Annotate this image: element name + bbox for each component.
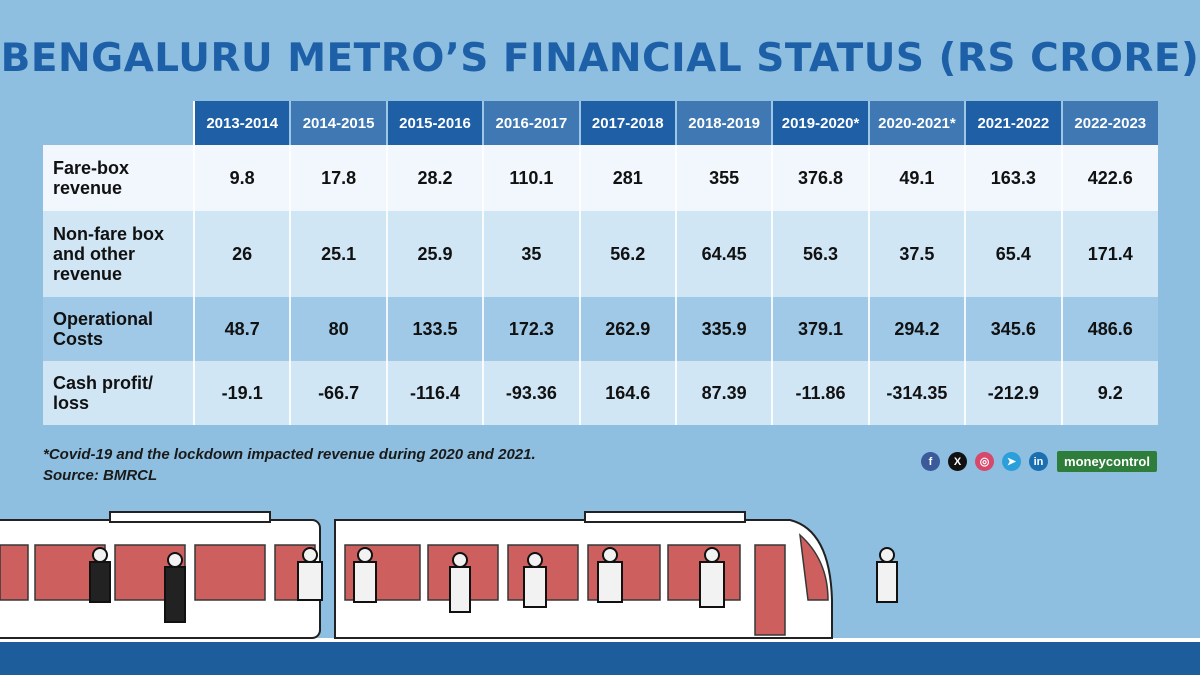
table-row: Cash profit/loss -19.1 -66.7 -116.4 -93.… xyxy=(43,361,1158,425)
row-label: Operational Costs xyxy=(43,297,195,361)
col-header: 2020-2021* xyxy=(868,101,967,145)
col-header: 2019-2020* xyxy=(772,101,870,145)
value-cell: 80 xyxy=(290,297,388,361)
value-cell: 87.39 xyxy=(675,361,774,425)
value-cell: 133.5 xyxy=(386,297,485,361)
row-label: Cash profit/loss xyxy=(43,361,195,425)
row-label-line: Fare-box xyxy=(53,158,130,178)
value-cell: 25.9 xyxy=(386,211,485,297)
value-cell: 56.3 xyxy=(772,211,870,297)
value-cell: 376.8 xyxy=(772,145,870,211)
value-cell: 64.45 xyxy=(675,211,774,297)
col-header: 2013-2014 xyxy=(194,101,292,145)
value-cell: 26 xyxy=(194,211,292,297)
financial-table: 2013-2014 2014-2015 2015-2016 2016-2017 … xyxy=(43,101,1158,425)
table-row: Operational Costs 48.7 80 133.5 172.3 262… xyxy=(43,297,1158,361)
telegram-icon[interactable]: ➤ xyxy=(1002,452,1021,471)
row-label-line: loss xyxy=(53,393,90,413)
value-cell: 56.2 xyxy=(579,211,677,297)
table-row: Fare-box revenue 9.8 17.8 28.2 110.1 281 … xyxy=(43,145,1158,211)
value-cell: 163.3 xyxy=(965,145,1063,211)
row-label-line: and other xyxy=(53,244,136,264)
value-cell: 164.6 xyxy=(579,361,677,425)
row-label-line: revenue xyxy=(53,264,123,284)
source-note: Source: BMRCL xyxy=(43,467,158,484)
row-label-line: Operational xyxy=(53,309,154,329)
value-cell: 17.8 xyxy=(290,145,388,211)
linkedin-icon[interactable]: in xyxy=(1029,452,1048,471)
row-label-line: Costs xyxy=(53,329,104,349)
value-cell: -314.35 xyxy=(868,361,967,425)
social-links: f X ◎ ➤ in xyxy=(921,452,1048,471)
col-header: 2017-2018 xyxy=(579,101,677,145)
value-cell: 355 xyxy=(675,145,774,211)
x-icon[interactable]: X xyxy=(948,452,967,471)
value-cell: 335.9 xyxy=(675,297,774,361)
col-header: 2015-2016 xyxy=(386,101,485,145)
value-cell: -116.4 xyxy=(386,361,485,425)
col-header: 2016-2017 xyxy=(483,101,581,145)
col-header: 2014-2015 xyxy=(290,101,388,145)
value-cell: 28.2 xyxy=(386,145,485,211)
value-cell: 486.6 xyxy=(1061,297,1158,361)
value-cell: -19.1 xyxy=(194,361,292,425)
value-cell: -66.7 xyxy=(290,361,388,425)
value-cell: 37.5 xyxy=(868,211,967,297)
value-cell: 110.1 xyxy=(483,145,581,211)
value-cell: 9.2 xyxy=(1061,361,1158,425)
value-cell: 422.6 xyxy=(1061,145,1158,211)
value-cell: 379.1 xyxy=(772,297,870,361)
row-label: Fare-box revenue xyxy=(43,145,195,211)
col-header: 2018-2019 xyxy=(675,101,774,145)
metro-scene-illustration xyxy=(0,511,1200,675)
value-cell: 35 xyxy=(483,211,581,297)
value-cell: -93.36 xyxy=(483,361,581,425)
col-header: 2021-2022 xyxy=(965,101,1063,145)
col-header: 2022-2023 xyxy=(1061,101,1158,145)
page-title: BENGALURU METRO’S FINANCIAL STATUS (RS C… xyxy=(0,36,1200,81)
value-cell: 9.8 xyxy=(194,145,292,211)
value-cell: -11.86 xyxy=(772,361,870,425)
footnote: *Covid-19 and the lockdown impacted reve… xyxy=(43,446,536,463)
value-cell: -212.9 xyxy=(965,361,1063,425)
row-label-line: revenue xyxy=(53,178,123,198)
value-cell: 294.2 xyxy=(868,297,967,361)
value-cell: 262.9 xyxy=(579,297,677,361)
value-cell: 281 xyxy=(579,145,677,211)
facebook-icon[interactable]: f xyxy=(921,452,940,471)
value-cell: 48.7 xyxy=(194,297,292,361)
table-row: Non-fare box and other revenue 26 25.1 25.… xyxy=(43,211,1158,297)
corner-cell xyxy=(43,101,195,145)
row-label: Non-fare box and other revenue xyxy=(43,211,195,297)
value-cell: 171.4 xyxy=(1061,211,1158,297)
row-label-line: Non-fare box xyxy=(53,224,165,244)
brand-logo[interactable]: moneycontrol xyxy=(1057,451,1157,472)
footnote-block: *Covid-19 and the lockdown impacted reve… xyxy=(43,444,536,486)
value-cell: 49.1 xyxy=(868,145,967,211)
value-cell: 65.4 xyxy=(965,211,1063,297)
row-label-line: Cash profit/ xyxy=(53,373,154,393)
value-cell: 25.1 xyxy=(290,211,388,297)
passenger-figures xyxy=(89,547,898,623)
instagram-icon[interactable]: ◎ xyxy=(975,452,994,471)
header-row: 2013-2014 2014-2015 2015-2016 2016-2017 … xyxy=(43,101,1158,145)
value-cell: 172.3 xyxy=(483,297,581,361)
value-cell: 345.6 xyxy=(965,297,1063,361)
